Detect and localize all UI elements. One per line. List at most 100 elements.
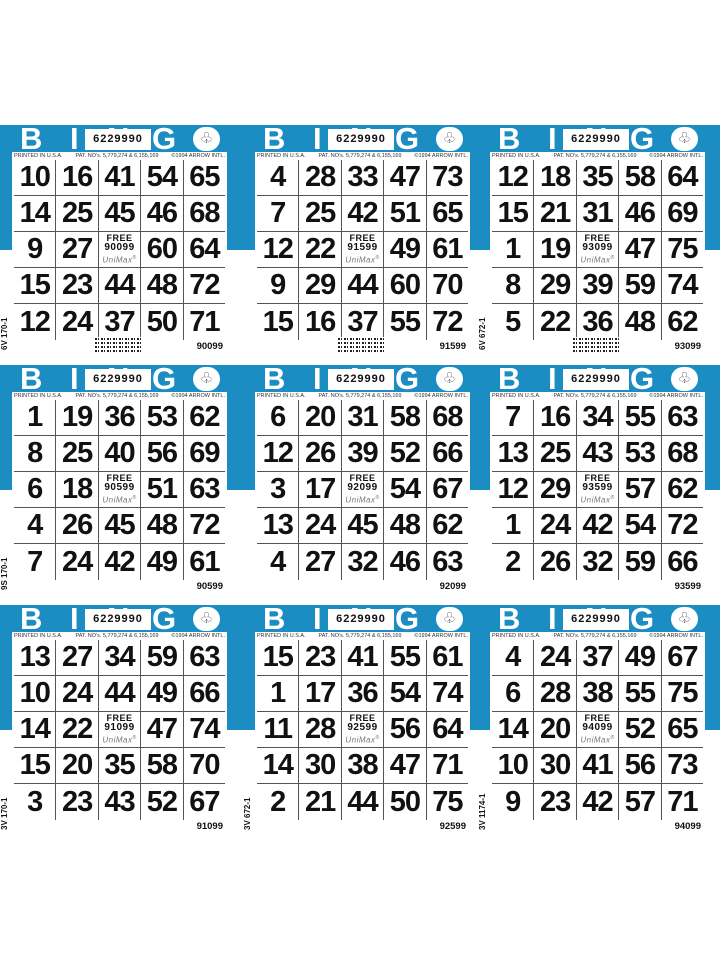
copyright: ©1994 ARROW INTL. <box>171 393 225 399</box>
patent: PAT. NO's. 5,779,274 & 6,155,169 <box>553 393 637 399</box>
grid-row: 5 22 36 48 62 <box>492 304 703 340</box>
card-id: 91099 <box>196 821 223 832</box>
number-cell: 13 <box>257 508 300 543</box>
number-cell: 58 <box>384 400 427 435</box>
grid-row: 7 16 34 55 63 <box>492 400 703 436</box>
letter-b: B <box>498 601 521 636</box>
free-id: 91099 <box>104 722 135 734</box>
number-cell: 14 <box>14 196 57 231</box>
card-panel: PRINTED IN U.S.A. PAT. NO's. 5,779,274 &… <box>255 392 470 597</box>
number-cell: 9 <box>14 232 57 267</box>
bingo-card: B I N G 6229990 ♧ PRINTED IN U.S.A. PAT.… <box>0 123 227 357</box>
number-cell: 17 <box>299 676 342 711</box>
number-cell: 55 <box>619 400 662 435</box>
number-cell: 63 <box>432 545 463 578</box>
card-panel: PRINTED IN U.S.A. PAT. NO's. 5,779,274 &… <box>255 632 470 837</box>
number-cell: 69 <box>667 197 698 229</box>
free-label: FREE <box>584 713 611 724</box>
number-cell: 48 <box>384 508 427 543</box>
free-space: FREE 92099 UniMax® <box>342 472 385 507</box>
number-cell: 12 <box>492 472 535 507</box>
number-grid: 10 16 41 54 65 14 25 45 46 68 9 27 FREE 90099 UniMa… <box>14 160 225 340</box>
number-cell: 26 <box>534 544 577 580</box>
brand: UniMax® <box>580 733 614 746</box>
grid-row: 4 26 45 48 72 <box>14 508 225 544</box>
number-cell: 50 <box>141 304 184 340</box>
number-cell: 23 <box>56 784 99 820</box>
number-cell: 15 <box>14 268 57 303</box>
brand-mark: ® <box>375 735 380 742</box>
number-cell: 25 <box>299 196 342 231</box>
number-cell: 65 <box>667 713 698 745</box>
serial-number: 6229990 <box>328 609 394 630</box>
number-cell: 64 <box>189 233 220 265</box>
number-cell: 7 <box>14 544 57 580</box>
number-cell: 12 <box>257 436 300 471</box>
grid-row: 14 30 38 47 71 <box>257 748 468 784</box>
club-icon: ♧ <box>677 370 692 387</box>
patent: PAT. NO's. 5,779,274 & 6,155,169 <box>553 633 637 639</box>
free-id: 92099 <box>347 482 378 494</box>
free-label: FREE <box>106 233 133 244</box>
number-cell: 70 <box>189 749 220 781</box>
number-cell: 26 <box>56 508 99 543</box>
brand-mark: ® <box>132 255 137 262</box>
serial-number: 6229990 <box>85 609 151 630</box>
number-cell: 54 <box>384 472 427 507</box>
number-cell: 2 <box>257 784 300 820</box>
number-cell: 12 <box>492 160 535 195</box>
number-cell: 72 <box>432 305 463 338</box>
number-cell: 61 <box>432 233 463 265</box>
printed-in: PRINTED IN U.S.A. <box>14 633 63 639</box>
number-cell: 63 <box>667 401 698 433</box>
number-cell: 15 <box>257 304 300 340</box>
free-id: 93599 <box>582 482 613 494</box>
letter-i: I <box>313 121 322 156</box>
brand-name: UniMax <box>345 495 376 505</box>
free-label: FREE <box>106 473 133 484</box>
number-cell: 30 <box>299 748 342 783</box>
patent: PAT. NO's. 5,779,274 & 6,155,169 <box>75 633 159 639</box>
number-cell: 21 <box>534 196 577 231</box>
number-cell: 31 <box>577 196 620 231</box>
number-grid: 1 19 36 53 62 8 25 40 56 69 6 18 FREE 90599 UniMax®… <box>14 400 225 580</box>
grid-row: 15 23 41 55 61 <box>257 640 468 676</box>
card-header: B I N G 6229990 ♧ <box>12 123 227 154</box>
grid-row: 12 18 35 58 64 <box>492 160 703 196</box>
club-icon: ♧ <box>199 610 214 627</box>
number-cell: 54 <box>384 676 427 711</box>
card-panel: PRINTED IN U.S.A. PAT. NO's. 5,779,274 &… <box>255 152 470 357</box>
number-cell: 46 <box>619 196 662 231</box>
number-cell: 65 <box>189 161 220 193</box>
number-cell: 75 <box>432 785 463 818</box>
free-label: FREE <box>584 473 611 484</box>
brand: UniMax® <box>580 253 614 266</box>
number-cell: 52 <box>619 712 662 747</box>
print-line: PRINTED IN U.S.A. PAT. NO's. 5,779,274 &… <box>14 632 225 640</box>
free-space: FREE 90599 UniMax® <box>99 472 142 507</box>
letter-b: B <box>263 121 286 156</box>
print-line: PRINTED IN U.S.A. PAT. NO's. 5,779,274 &… <box>257 152 468 160</box>
card-id: 92099 <box>439 581 466 592</box>
letter-g: G <box>630 361 655 396</box>
number-cell: 56 <box>619 748 662 783</box>
number-cell: 32 <box>342 544 385 580</box>
card-header: B I N G 6229990 ♧ <box>12 363 227 394</box>
number-cell: 13 <box>492 436 535 471</box>
free-space: FREE 93099 UniMax® <box>577 232 620 267</box>
number-cell: 1 <box>492 232 535 267</box>
number-grid: 7 16 34 55 63 13 25 43 53 68 12 29 FREE 93599 UniMa… <box>492 400 703 580</box>
letter-o-club: ♧ <box>193 127 220 151</box>
number-grid: 12 18 35 58 64 15 21 31 46 69 1 19 FREE 93099 UniMa… <box>492 160 703 340</box>
letter-b: B <box>498 121 521 156</box>
number-cell: 25 <box>534 436 577 471</box>
patent: PAT. NO's. 5,779,274 & 6,155,169 <box>553 153 637 159</box>
number-cell: 68 <box>189 197 220 229</box>
free-space: FREE 94099 UniMax® <box>577 712 620 747</box>
serial-number: 6229990 <box>85 129 151 150</box>
copyright: ©1994 ARROW INTL. <box>649 393 703 399</box>
number-cell: 72 <box>189 269 220 301</box>
grid-row: 11 28 FREE 92599 UniMax® 56 64 <box>257 712 468 748</box>
number-cell: 42 <box>99 544 142 580</box>
number-cell: 24 <box>534 640 577 675</box>
